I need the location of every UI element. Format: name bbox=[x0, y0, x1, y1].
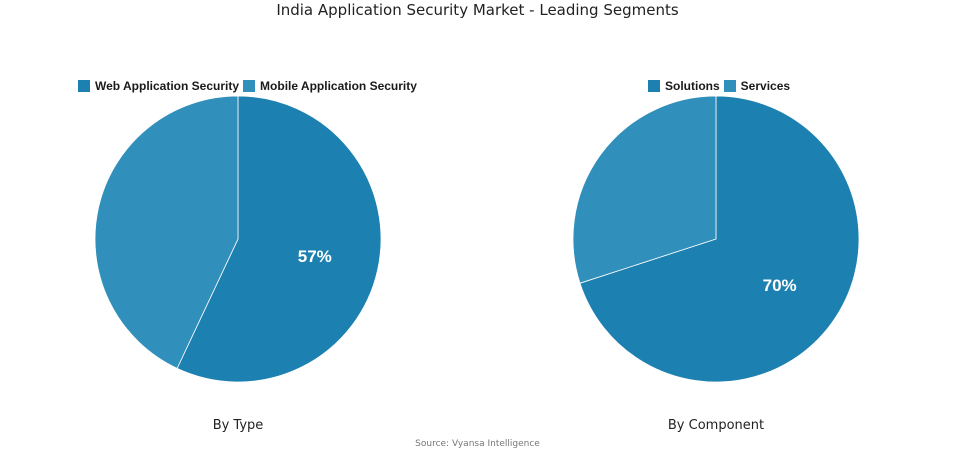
pie-slice-web-application-security[interactable] bbox=[176, 95, 382, 383]
source-note: Source: Vyansa Intelligence bbox=[415, 439, 540, 449]
legend-swatch bbox=[723, 80, 736, 92]
pie-slice-mobile-application-security[interactable] bbox=[94, 95, 239, 369]
pie-1: 70% bbox=[572, 95, 860, 383]
pie-slice-solutions[interactable] bbox=[579, 95, 860, 383]
chart-title: India Application Security Market - Lead… bbox=[276, 1, 679, 19]
pie-0: 57% bbox=[94, 95, 382, 383]
legend-by-component: Solutions Services bbox=[648, 79, 794, 93]
pie-slice-services[interactable] bbox=[572, 95, 717, 284]
legend-label: Mobile Application Security bbox=[260, 79, 417, 93]
legend-swatch bbox=[243, 80, 256, 92]
legend-by-type: Web Application Security Mobile Applicat… bbox=[78, 79, 421, 93]
data-label: 57% bbox=[298, 247, 332, 266]
legend-label: Web Application Security bbox=[95, 79, 240, 93]
legend-label: Services bbox=[740, 79, 791, 93]
legend-item-services[interactable]: Services bbox=[723, 79, 791, 93]
legend-item-web-application-security[interactable]: Web Application Security bbox=[78, 79, 239, 93]
legend-item-solutions[interactable]: Solutions bbox=[648, 79, 720, 93]
caption-by-component: By Component bbox=[667, 418, 765, 433]
legend-item-mobile-application-security[interactable]: Mobile Application Security bbox=[243, 79, 417, 93]
legend-swatch bbox=[648, 80, 660, 92]
legend-label: Solutions bbox=[665, 79, 720, 93]
caption-by-type: By Type bbox=[212, 418, 264, 433]
legend-swatch bbox=[78, 80, 90, 92]
data-label: 70% bbox=[763, 276, 797, 295]
